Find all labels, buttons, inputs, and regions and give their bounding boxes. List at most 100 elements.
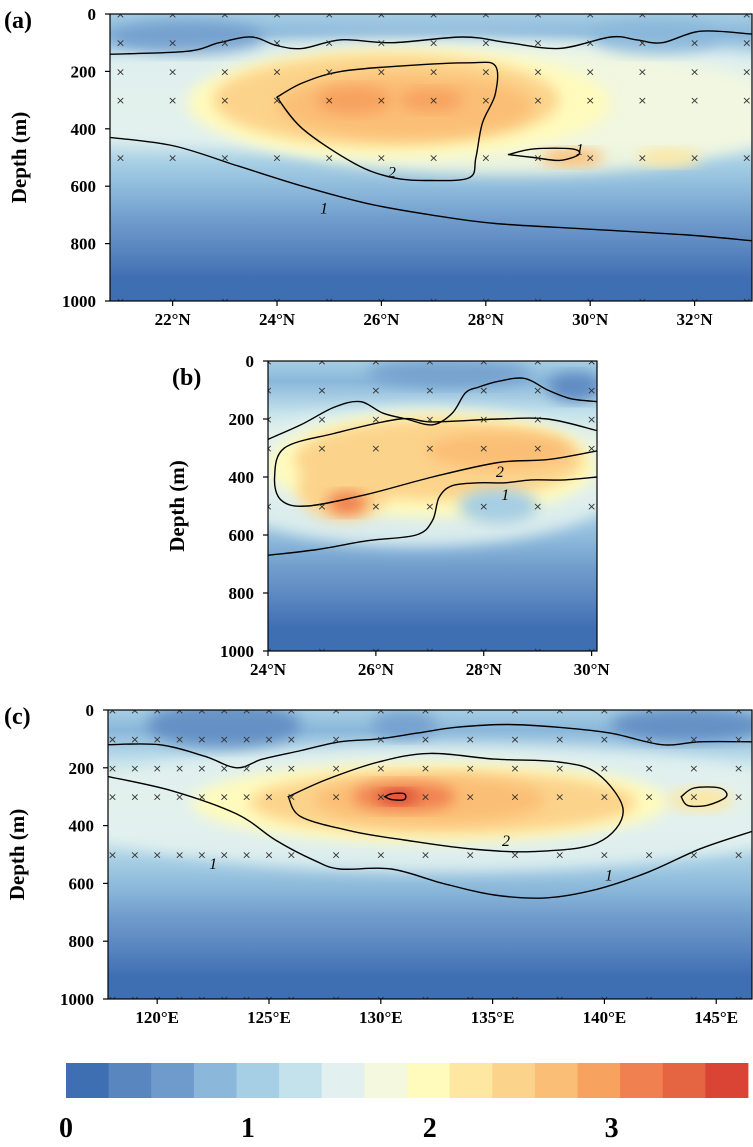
station-marker: × — [638, 65, 647, 78]
colorbar-swatch — [108, 1063, 152, 1098]
station-marker: × — [197, 791, 206, 804]
station-marker: × — [742, 295, 751, 308]
x-tick-label: 28°N — [466, 660, 503, 679]
station-marker: × — [220, 295, 229, 308]
station-marker: × — [287, 849, 296, 862]
station-marker: × — [287, 791, 296, 804]
station-marker: × — [555, 704, 564, 717]
contour-label: 2 — [502, 833, 510, 850]
station-marker: × — [425, 384, 434, 397]
station-marker: × — [429, 37, 438, 50]
x-tick-label: 30°N — [572, 310, 609, 329]
station-marker: × — [377, 152, 386, 165]
station-marker: × — [533, 384, 542, 397]
station-marker: × — [587, 355, 596, 368]
station-marker: × — [645, 993, 654, 1006]
contour-line — [275, 61, 499, 182]
station-marker: × — [425, 442, 434, 455]
y-tick-label: 800 — [71, 235, 97, 254]
station-marker: × — [689, 849, 698, 862]
station-marker: × — [116, 8, 125, 21]
station-marker: × — [689, 704, 698, 717]
station-marker: × — [689, 791, 698, 804]
station-marker: × — [116, 94, 125, 107]
heatmap-blob — [110, 19, 265, 55]
colorbar-tick-label: 2 — [423, 1113, 437, 1144]
station-marker: × — [287, 762, 296, 775]
station-marker: × — [220, 993, 229, 1006]
station-marker: × — [220, 849, 229, 862]
station-marker: × — [734, 849, 743, 862]
y-axis-title: Depth (m) — [5, 809, 29, 901]
station-marker: × — [586, 295, 595, 308]
station-marker: × — [153, 704, 162, 717]
station-marker: × — [377, 295, 386, 308]
station-marker: × — [425, 355, 434, 368]
station-marker: × — [689, 762, 698, 775]
station-marker: × — [242, 849, 251, 862]
station-marker: × — [481, 8, 490, 21]
panel-label: (b) — [172, 365, 201, 391]
station-marker: × — [586, 8, 595, 21]
station-marker: × — [325, 152, 334, 165]
colorbar-swatch — [534, 1063, 578, 1098]
station-marker: × — [242, 704, 251, 717]
station-marker: × — [220, 704, 229, 717]
station-marker: × — [175, 993, 184, 1006]
station-marker: × — [371, 442, 380, 455]
station-marker: × — [510, 704, 519, 717]
station-marker: × — [130, 733, 139, 746]
station-marker: × — [429, 65, 438, 78]
station-marker: × — [376, 849, 385, 862]
station-marker: × — [690, 65, 699, 78]
station-marker: × — [325, 37, 334, 50]
contour-label: 2 — [388, 165, 396, 182]
station-marker: × — [734, 791, 743, 804]
contour-line — [268, 476, 597, 556]
heatmap-blob — [398, 88, 464, 112]
station-marker: × — [197, 762, 206, 775]
station-marker: × — [510, 791, 519, 804]
colorbar: 0 1 2 3 — [59, 1063, 749, 1144]
station-marker: × — [600, 762, 609, 775]
heatmap-blob — [378, 789, 418, 804]
contour-line — [287, 752, 624, 853]
station-marker: × — [331, 849, 340, 862]
station-marker: × — [734, 993, 743, 1006]
station-marker: × — [263, 413, 272, 426]
station-marker: × — [168, 295, 177, 308]
station-marker: × — [175, 733, 184, 746]
station-marker: × — [555, 791, 564, 804]
colorbar-swatch — [151, 1063, 195, 1098]
station-marker: × — [168, 37, 177, 50]
station-marker: × — [481, 65, 490, 78]
x-tick-label: 24°N — [250, 660, 287, 679]
station-marker: × — [153, 791, 162, 804]
station-marker: × — [197, 993, 206, 1006]
colorbar-tick-label: 0 — [59, 1113, 73, 1144]
station-marker: × — [116, 37, 125, 50]
station-marker: × — [421, 849, 430, 862]
station-marker: × — [481, 37, 490, 50]
colorbar-swatch — [193, 1063, 237, 1098]
station-marker: × — [371, 355, 380, 368]
colorbar-tick-label: 3 — [605, 1113, 619, 1144]
station-marker: × — [287, 993, 296, 1006]
contour-line — [507, 147, 581, 162]
station-marker: × — [466, 993, 475, 1006]
station-marker: × — [331, 791, 340, 804]
station-marker: × — [153, 849, 162, 862]
station-marker: × — [175, 791, 184, 804]
colorbar-swatch — [577, 1063, 621, 1098]
station-marker: × — [130, 704, 139, 717]
station-marker: × — [645, 849, 654, 862]
station-marker: × — [533, 645, 542, 658]
contour-line — [268, 377, 597, 440]
y-tick-label: 1000 — [62, 292, 96, 311]
colorbar-swatch — [364, 1063, 408, 1098]
station-marker: × — [168, 152, 177, 165]
station-marker: × — [197, 733, 206, 746]
x-tick-label: 30°N — [574, 660, 611, 679]
station-marker: × — [242, 733, 251, 746]
y-tick-label: 0 — [88, 5, 97, 24]
